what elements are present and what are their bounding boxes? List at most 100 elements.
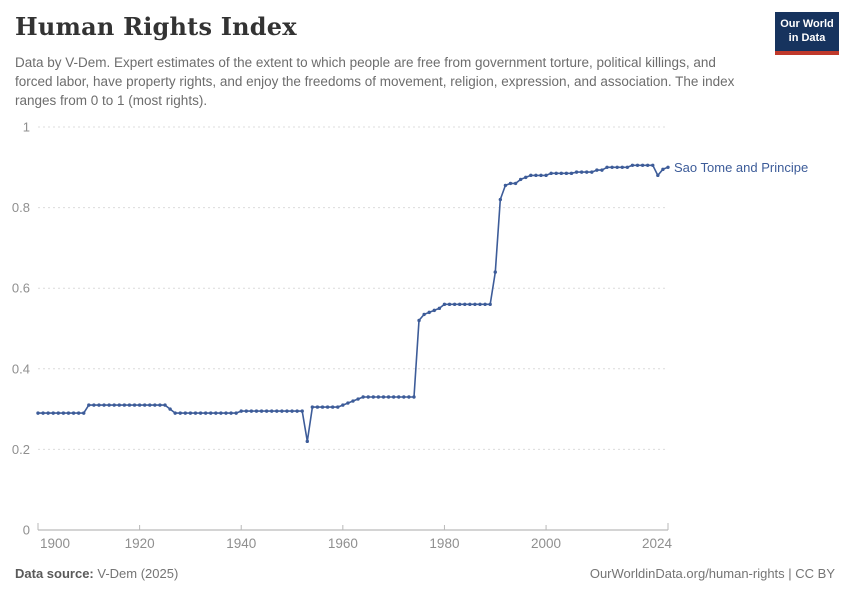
data-point <box>36 411 40 415</box>
data-point <box>452 302 457 307</box>
x-tick-label: 2024 <box>642 536 673 551</box>
data-point <box>381 395 386 399</box>
data-point <box>168 407 172 411</box>
x-tick-label: 1960 <box>328 536 358 551</box>
data-point <box>656 173 660 178</box>
data-point <box>148 403 152 407</box>
data-point <box>214 411 218 415</box>
data-point <box>341 403 345 407</box>
y-tick-label: 0.8 <box>12 200 30 215</box>
data-point <box>595 168 599 172</box>
data-point <box>554 171 558 176</box>
data-point <box>615 165 619 169</box>
data-point <box>102 403 106 407</box>
data-point <box>153 403 157 407</box>
data-point <box>112 403 116 407</box>
data-point <box>559 171 564 176</box>
data-point <box>41 411 45 415</box>
data-point <box>544 173 548 178</box>
data-point <box>508 181 513 186</box>
y-tick-label: 0.6 <box>12 281 30 296</box>
data-point <box>163 403 167 407</box>
data-point <box>585 170 589 174</box>
chart-subtitle: Data by V-Dem. Expert estimates of the e… <box>15 55 735 109</box>
data-source-value: V-Dem (2025) <box>93 566 179 581</box>
data-point <box>493 270 497 274</box>
data-point <box>635 163 640 167</box>
data-point <box>534 173 538 178</box>
data-point <box>397 395 401 399</box>
data-point <box>376 395 381 399</box>
data-point <box>87 403 91 407</box>
data-point <box>66 411 71 415</box>
y-tick-label: 0.2 <box>12 442 30 457</box>
data-point <box>564 171 569 176</box>
data-point <box>473 302 477 307</box>
data-point <box>427 310 431 315</box>
data-point <box>579 170 584 174</box>
data-point <box>386 395 391 399</box>
data-point <box>127 403 132 407</box>
data-point <box>336 405 340 409</box>
data-point <box>412 395 416 399</box>
data-point <box>605 165 609 169</box>
data-point <box>661 167 665 172</box>
data-point <box>422 312 426 317</box>
data-point <box>503 183 508 188</box>
data-point <box>305 439 309 444</box>
attribution-link[interactable]: OurWorldinData.org/human-rights | CC BY <box>589 566 835 581</box>
x-tick-label: 2000 <box>531 536 561 551</box>
data-point <box>630 163 635 167</box>
y-tick-label: 0 <box>23 523 30 538</box>
data-point <box>330 405 335 409</box>
data-point <box>666 165 670 169</box>
data-point <box>82 411 86 415</box>
data-point <box>361 395 365 399</box>
data-point <box>275 409 279 413</box>
data-point <box>259 409 264 413</box>
data-point <box>51 411 55 415</box>
line-chart-canvas: 0 0.2 0.4 0.6 0.8 1 1900 1920 1940 1960 1980 2000 20… <box>12 120 808 552</box>
data-point <box>356 397 360 401</box>
data-point <box>173 411 177 415</box>
data-point <box>219 411 223 415</box>
data-point <box>229 411 233 415</box>
data-point <box>549 171 553 176</box>
data-point <box>457 302 462 307</box>
data-point <box>46 411 50 415</box>
y-tick-label: 1 <box>23 120 30 135</box>
data-point <box>432 308 436 313</box>
data-source: Data source: V-Dem (2025) <box>15 566 178 581</box>
data-point <box>193 411 198 415</box>
data-point <box>539 173 543 178</box>
data-point <box>209 411 213 415</box>
data-point <box>402 395 406 399</box>
data-point <box>295 409 299 413</box>
data-point <box>61 411 66 415</box>
data-point <box>280 409 284 413</box>
data-point <box>239 409 243 413</box>
data-point <box>310 405 315 409</box>
x-tick-label: 1920 <box>125 536 155 551</box>
data-point <box>442 302 447 307</box>
data-point <box>513 181 518 186</box>
data-point <box>76 411 81 415</box>
data-point <box>142 403 147 407</box>
data-point <box>478 302 482 307</box>
data-point <box>351 399 355 403</box>
y-tick-label: 0.4 <box>12 361 30 376</box>
data-point <box>249 409 254 413</box>
data-point <box>569 171 574 176</box>
data-point <box>574 170 579 174</box>
data-point <box>290 409 294 413</box>
data-point <box>366 395 370 399</box>
data-point <box>600 168 604 172</box>
data-point <box>132 403 137 407</box>
data-point <box>325 405 330 409</box>
data-point <box>529 173 533 178</box>
data-point <box>346 401 350 405</box>
data-point <box>254 409 259 413</box>
data-point <box>518 177 523 182</box>
data-point <box>270 409 274 413</box>
